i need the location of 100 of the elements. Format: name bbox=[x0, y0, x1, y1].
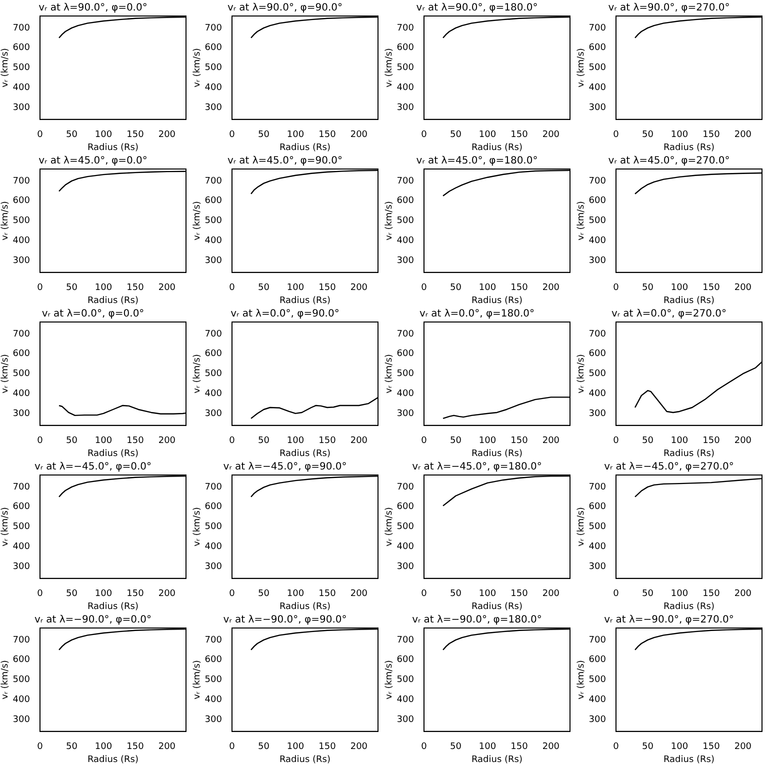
chart-title: vᵣ at λ=0.0°, φ=270.0° bbox=[611, 308, 727, 320]
x-tick-label: 100 bbox=[286, 283, 304, 294]
x-tick-label: 200 bbox=[734, 436, 752, 446]
y-tick-label: 500 bbox=[396, 369, 414, 380]
x-tick-label: 50 bbox=[258, 742, 270, 752]
x-tick-label: 100 bbox=[286, 130, 304, 140]
x-tick-label: 0 bbox=[37, 589, 44, 600]
y-tick-label: 400 bbox=[204, 236, 222, 246]
x-tick-label: 100 bbox=[478, 283, 496, 294]
chart-title: vᵣ at λ=90.0°, φ=90.0° bbox=[227, 2, 343, 14]
y-tick-label: 300 bbox=[396, 562, 414, 572]
x-tick-label: 100 bbox=[670, 436, 688, 446]
x-tick-label: 200 bbox=[158, 589, 176, 600]
x-tick-label: 150 bbox=[510, 283, 528, 294]
y-axis-title: vᵣ (km/s) bbox=[0, 48, 11, 88]
x-tick-label: 200 bbox=[734, 130, 752, 140]
y-tick-label: 300 bbox=[204, 408, 222, 419]
x-tick-label: 200 bbox=[734, 589, 752, 600]
x-tick-label: 100 bbox=[286, 742, 304, 752]
x-tick-label: 50 bbox=[66, 589, 78, 600]
x-axis-title: Radius (Rs) bbox=[279, 448, 330, 459]
y-axis-title: vᵣ (km/s) bbox=[576, 660, 587, 700]
x-tick-label: 100 bbox=[94, 742, 112, 752]
y-tick-label: 500 bbox=[12, 369, 30, 380]
x-tick-label: 100 bbox=[478, 589, 496, 600]
x-tick-label: 100 bbox=[478, 436, 496, 446]
y-tick-label: 700 bbox=[396, 482, 414, 492]
y-tick-label: 700 bbox=[396, 635, 414, 646]
x-tick-label: 200 bbox=[734, 742, 752, 752]
chart-title: vᵣ at λ=90.0°, φ=270.0° bbox=[608, 2, 730, 14]
y-tick-label: 600 bbox=[12, 502, 30, 512]
y-axis-title: vᵣ (km/s) bbox=[384, 48, 395, 88]
x-axis-title: Radius (Rs) bbox=[471, 142, 522, 153]
x-axis-title: Radius (Rs) bbox=[471, 448, 522, 459]
y-tick-label: 700 bbox=[588, 329, 606, 340]
y-axis-title: vᵣ (km/s) bbox=[576, 48, 587, 88]
x-tick-label: 200 bbox=[542, 130, 560, 140]
x-tick-label: 100 bbox=[286, 589, 304, 600]
y-tick-label: 500 bbox=[12, 522, 30, 532]
y-axis-title: vᵣ (km/s) bbox=[192, 660, 203, 700]
y-tick-label: 700 bbox=[396, 329, 414, 340]
x-tick-label: 0 bbox=[421, 283, 428, 294]
y-tick-label: 600 bbox=[204, 502, 222, 512]
y-tick-label: 400 bbox=[204, 388, 222, 399]
y-axis-title: vᵣ (km/s) bbox=[0, 660, 11, 700]
x-tick-label: 100 bbox=[670, 589, 688, 600]
x-tick-label: 50 bbox=[258, 589, 270, 600]
chart-title: vᵣ at λ=0.0°, φ=180.0° bbox=[419, 308, 535, 320]
y-tick-label: 400 bbox=[12, 82, 30, 93]
x-tick-label: 150 bbox=[702, 130, 720, 140]
y-tick-label: 300 bbox=[12, 408, 30, 419]
x-tick-label: 150 bbox=[126, 742, 144, 752]
x-tick-label: 150 bbox=[702, 436, 720, 446]
y-tick-label: 600 bbox=[396, 655, 414, 666]
x-tick-label: 50 bbox=[450, 742, 462, 752]
x-tick-label: 50 bbox=[642, 283, 654, 294]
y-axis-title: vᵣ (km/s) bbox=[192, 507, 203, 546]
y-tick-label: 300 bbox=[204, 562, 222, 572]
y-tick-label: 400 bbox=[396, 694, 414, 705]
y-tick-label: 600 bbox=[396, 349, 414, 360]
chart-title: vᵣ at λ=−90.0°, φ=90.0° bbox=[223, 614, 347, 626]
x-axis-title: Radius (Rs) bbox=[279, 142, 330, 153]
x-axis-title: Radius (Rs) bbox=[663, 602, 714, 612]
y-tick-label: 500 bbox=[588, 369, 606, 380]
y-tick-label: 700 bbox=[12, 176, 30, 186]
chart-title: vᵣ at λ=45.0°, φ=180.0° bbox=[416, 156, 538, 167]
y-axis-title: vᵣ (km/s) bbox=[384, 201, 395, 240]
y-tick-label: 500 bbox=[588, 216, 606, 226]
y-tick-label: 700 bbox=[12, 482, 30, 492]
y-axis-title: vᵣ (km/s) bbox=[576, 507, 587, 546]
y-tick-label: 600 bbox=[204, 196, 222, 206]
x-tick-label: 50 bbox=[66, 742, 78, 752]
x-tick-label: 150 bbox=[318, 589, 336, 600]
x-tick-label: 0 bbox=[229, 436, 236, 446]
y-tick-label: 400 bbox=[588, 388, 606, 399]
y-tick-label: 300 bbox=[588, 408, 606, 419]
x-tick-label: 0 bbox=[421, 436, 428, 446]
y-tick-label: 500 bbox=[396, 63, 414, 74]
y-axis-title: vᵣ (km/s) bbox=[0, 507, 11, 546]
y-tick-label: 700 bbox=[12, 329, 30, 340]
x-tick-label: 200 bbox=[350, 742, 368, 752]
x-tick-label: 200 bbox=[158, 742, 176, 752]
x-tick-label: 150 bbox=[126, 436, 144, 446]
y-axis-title: vᵣ (km/s) bbox=[576, 354, 587, 394]
x-axis-title: Radius (Rs) bbox=[663, 296, 714, 306]
x-tick-label: 150 bbox=[126, 130, 144, 140]
y-axis-title: vᵣ (km/s) bbox=[384, 354, 395, 394]
y-tick-label: 600 bbox=[588, 655, 606, 666]
x-axis-title: Radius (Rs) bbox=[663, 754, 714, 765]
y-tick-label: 300 bbox=[12, 102, 30, 113]
y-tick-label: 600 bbox=[396, 43, 414, 54]
x-tick-label: 150 bbox=[702, 589, 720, 600]
y-tick-label: 500 bbox=[12, 216, 30, 226]
y-tick-label: 700 bbox=[204, 329, 222, 340]
x-tick-label: 200 bbox=[158, 130, 176, 140]
x-tick-label: 100 bbox=[670, 283, 688, 294]
y-tick-label: 600 bbox=[204, 349, 222, 360]
x-tick-label: 100 bbox=[94, 283, 112, 294]
y-tick-label: 400 bbox=[204, 694, 222, 705]
y-tick-label: 400 bbox=[588, 542, 606, 552]
